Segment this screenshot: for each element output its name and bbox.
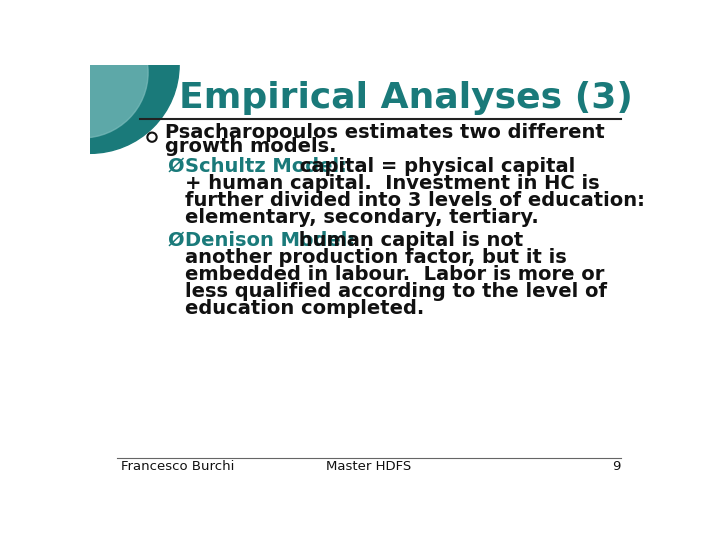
Text: capital = physical capital: capital = physical capital: [293, 157, 575, 176]
Text: Empirical Analyses (3): Empirical Analyses (3): [179, 81, 633, 115]
Text: embedded in labour.  Labor is more or: embedded in labour. Labor is more or: [184, 265, 604, 284]
Text: Ø: Ø: [168, 157, 184, 176]
Text: Psacharopoulos estimates two different: Psacharopoulos estimates two different: [165, 123, 605, 142]
Text: Francesco Burchi: Francesco Burchi: [121, 460, 235, 473]
Text: + human capital.  Investment in HC is: + human capital. Investment in HC is: [184, 174, 599, 193]
Text: elementary, secondary, tertiary.: elementary, secondary, tertiary.: [184, 208, 539, 227]
Text: Schultz Model:: Schultz Model:: [184, 157, 346, 176]
Text: another production factor, but it is: another production factor, but it is: [184, 248, 567, 267]
Text: further divided into 3 levels of education:: further divided into 3 levels of educati…: [184, 191, 644, 210]
Text: Denison Model:: Denison Model:: [184, 231, 355, 250]
Text: less qualified according to the level of: less qualified according to the level of: [184, 282, 606, 301]
Text: 9: 9: [613, 460, 621, 473]
Text: Ø: Ø: [168, 231, 184, 250]
Text: human capital is not: human capital is not: [292, 231, 523, 250]
Text: growth models.: growth models.: [165, 137, 337, 156]
Text: Master HDFS: Master HDFS: [326, 460, 412, 473]
Text: education completed.: education completed.: [184, 299, 424, 318]
Circle shape: [17, 7, 148, 138]
Circle shape: [1, 0, 179, 153]
